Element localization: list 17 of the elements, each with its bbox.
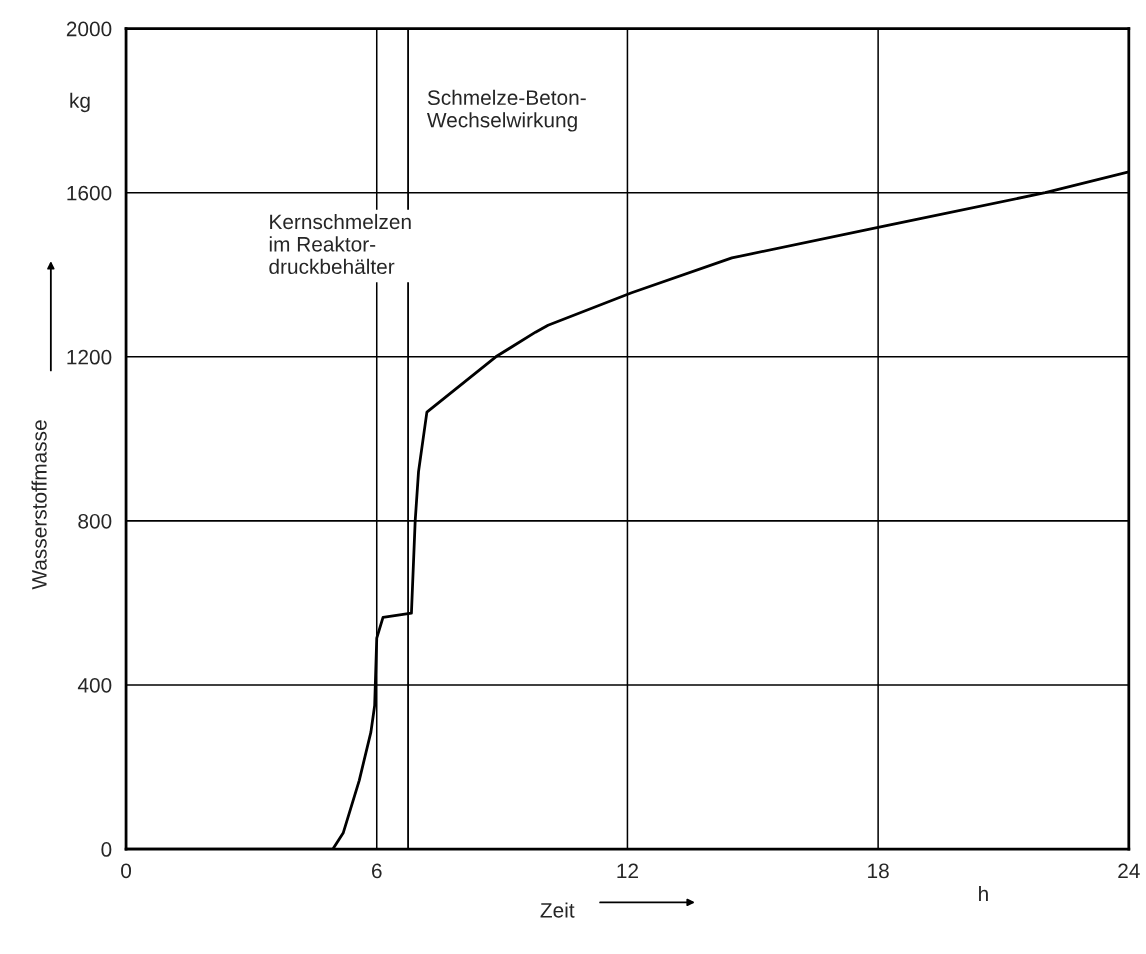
- y-tick-label: 400: [77, 677, 112, 693]
- y-tick-label: 2000: [66, 21, 112, 37]
- x-axis-title: Zeit: [540, 902, 575, 918]
- annotation: Schmelze-Beton- Wechselwirkung: [426, 89, 586, 132]
- y-axis-title: Wasserstoffmasse: [31, 420, 47, 590]
- x-tick-label: 12: [617, 863, 638, 879]
- x-tick-label: 24: [1118, 863, 1140, 879]
- text: kg: [70, 92, 90, 113]
- y-tick-label: 1200: [67, 349, 112, 365]
- y-tick-label: 1600: [67, 185, 112, 201]
- x-tick-label: 18: [868, 863, 889, 879]
- text: h: [979, 885, 988, 902]
- x-tick-label: 0: [121, 863, 132, 879]
- y-tick-label: 800: [78, 513, 112, 529]
- x-tick-label: 6: [372, 863, 382, 879]
- y-tick-label: 0: [101, 842, 112, 857]
- annotation: Kernschmelzen im Reaktor- druckbehälter: [269, 213, 411, 275]
